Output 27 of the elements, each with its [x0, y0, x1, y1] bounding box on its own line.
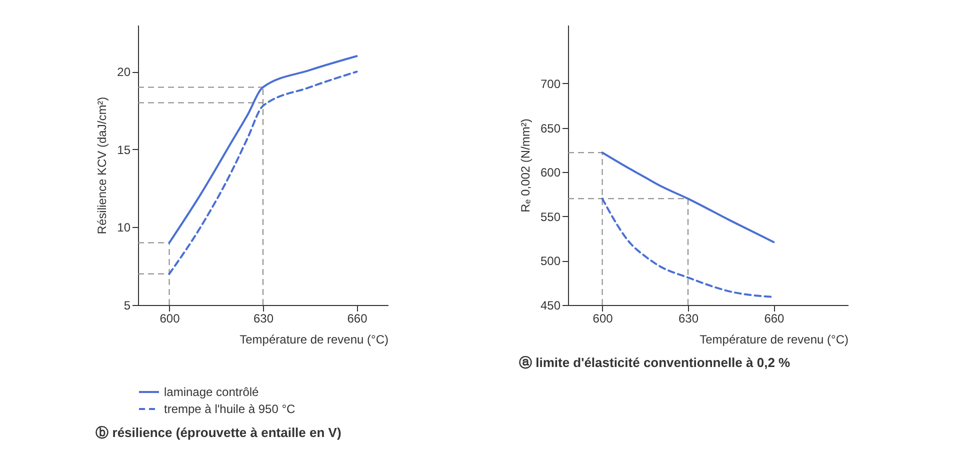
y-tick-label: 650 [540, 121, 561, 136]
text: ⓐ limite d'élasticité conventionnelle à 0,2 % [518, 355, 791, 370]
y-tick-label: 15 [117, 142, 131, 157]
y-axis-title: Résilience KCV (daJ/cm²) [95, 96, 110, 234]
y-tick-label: 550 [540, 210, 561, 224]
line-series [601, 152, 775, 244]
x-tick-label: 660 [347, 312, 368, 326]
line-series [168, 55, 358, 244]
x-tick-label: 600 [592, 312, 614, 326]
y-tick-label: 450 [540, 298, 561, 312]
text: ⓑ résilience (éprouvette à entaille en V) [96, 425, 342, 440]
x-tick-label: 630 [678, 312, 699, 326]
x-axis-title: Température de revenu (°C) [240, 332, 388, 346]
y-tick-label: 10 [117, 220, 131, 235]
x-tick-label: 660 [764, 312, 785, 326]
y-tick-label: 700 [540, 76, 561, 91]
y-tick-label: 5 [124, 298, 131, 312]
y-tick-label: 500 [540, 254, 561, 268]
x-axis-title: Température de revenu (°C) [700, 332, 848, 346]
y-axis-title: Rₑ 0,002 (N/mm²) [518, 118, 532, 212]
y-tick-label: 20 [117, 65, 131, 80]
x-tick-label: 630 [253, 312, 274, 326]
legend-label: laminage contrôlé [164, 385, 260, 399]
legend-label: trempe à l'huile à 950 °C [164, 402, 296, 416]
x-tick-label: 600 [160, 312, 180, 326]
y-tick-label: 600 [540, 166, 561, 180]
line-series [168, 70, 358, 275]
